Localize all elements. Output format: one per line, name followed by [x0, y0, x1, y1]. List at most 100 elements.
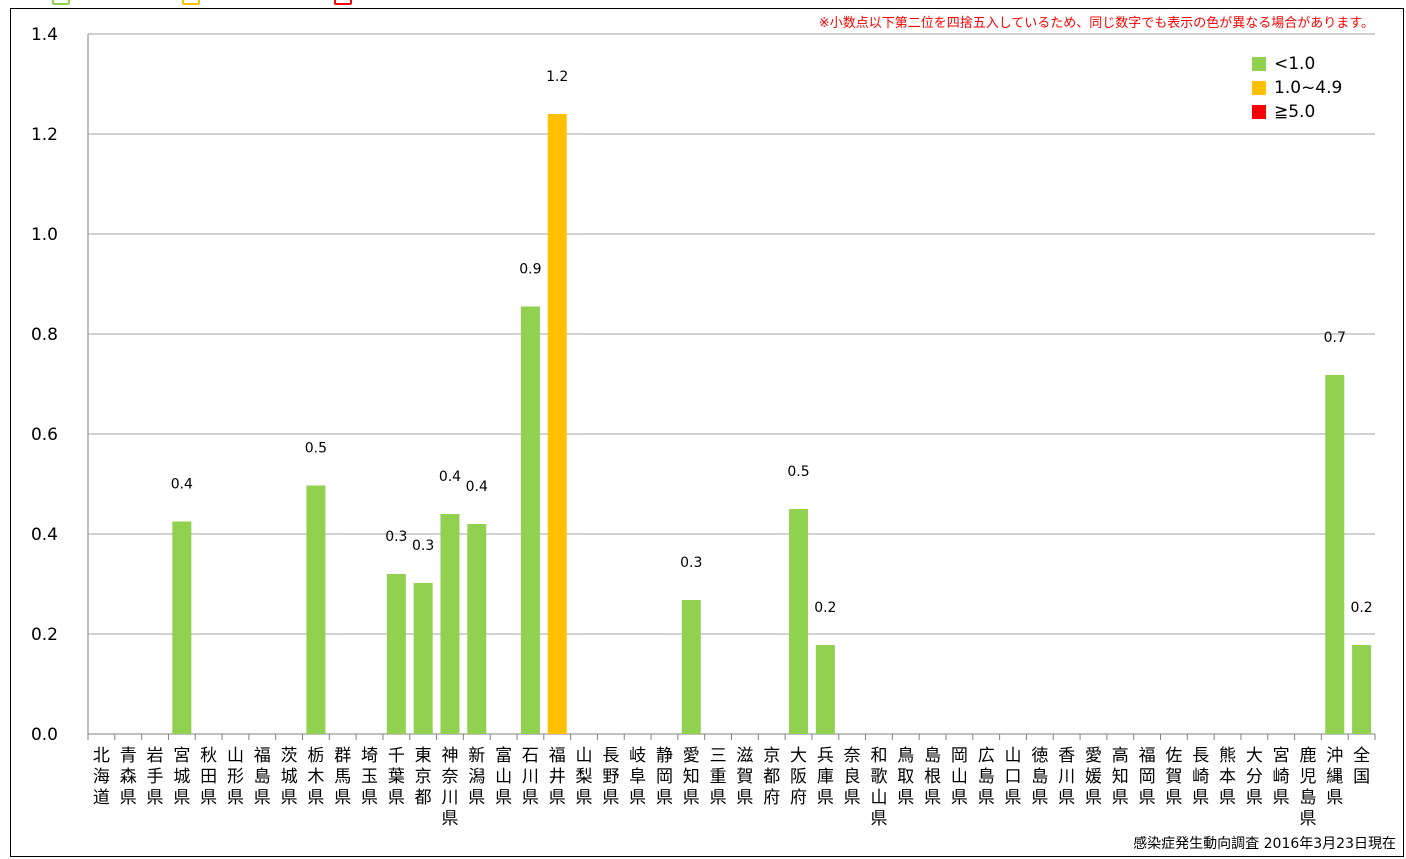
category-label: 広島県 — [978, 746, 995, 808]
data-label: 0.2 — [1350, 600, 1372, 616]
category-label: 福井県 — [549, 746, 566, 808]
y-tick-label: 0.4 — [31, 525, 58, 545]
category-label: 神奈川県 — [441, 746, 458, 829]
bar — [681, 600, 701, 734]
category-label: 長野県 — [602, 746, 619, 808]
y-tick-label: 1.2 — [31, 125, 58, 145]
category-label: 青森県 — [120, 746, 137, 808]
category-label: 福島県 — [254, 746, 271, 808]
category-label: 全国 — [1353, 746, 1370, 787]
category-label: 愛媛県 — [1085, 746, 1102, 808]
legend-label-low: <1.0 — [1274, 54, 1316, 74]
data-label: 0.2 — [814, 600, 836, 616]
category-label: 大阪府 — [790, 746, 807, 808]
bar — [815, 645, 835, 734]
bar — [1325, 375, 1345, 734]
y-tick-label: 1.0 — [31, 225, 58, 245]
data-label: 0.3 — [680, 555, 702, 571]
category-label: 島根県 — [924, 746, 941, 808]
bar — [467, 524, 487, 734]
category-label: 大分県 — [1246, 746, 1263, 808]
category-label: 高知県 — [1112, 746, 1129, 808]
data-label: 0.4 — [466, 479, 488, 495]
category-label: 鹿児島県 — [1299, 746, 1316, 829]
category-label: 群馬県 — [334, 746, 351, 808]
category-label: 千葉県 — [388, 746, 405, 808]
legend-swatch-mid — [1252, 81, 1266, 95]
category-label: 静岡県 — [656, 746, 673, 808]
category-label: 埼玉県 — [361, 746, 378, 808]
category-label: 京都府 — [763, 746, 780, 808]
data-label: 0.3 — [412, 538, 434, 554]
category-label: 岐阜県 — [629, 746, 646, 808]
category-label: 山梨県 — [576, 746, 593, 808]
category-label: 石川県 — [522, 746, 539, 808]
category-label: 熊本県 — [1219, 746, 1236, 808]
category-label: 山口県 — [1005, 746, 1022, 808]
legend-item-mid: 1.0~4.9 — [1252, 76, 1342, 100]
data-label: 0.9 — [519, 262, 541, 278]
y-tick-label: 0.0 — [31, 725, 58, 745]
category-label: 福岡県 — [1139, 746, 1156, 808]
category-label: 沖縄県 — [1326, 746, 1343, 808]
category-label: 新潟県 — [468, 746, 485, 808]
legend-swatch-low — [1252, 57, 1266, 71]
bar — [547, 114, 567, 734]
cropped-orange-marker — [182, 0, 200, 5]
cropped-red-marker — [334, 0, 352, 5]
chart-frame — [10, 8, 1404, 857]
category-label: 岡山県 — [951, 746, 968, 808]
category-label: 長崎県 — [1192, 746, 1209, 808]
category-label: 奈良県 — [844, 746, 861, 808]
category-label: 佐賀県 — [1165, 746, 1182, 808]
rounding-note: ※小数点以下第二位を四捨五入しているため、同じ数字でも表示の色が異なる場合があり… — [818, 16, 1374, 31]
data-label: 0.7 — [1324, 330, 1346, 346]
category-label: 秋田県 — [200, 746, 217, 808]
bar — [1352, 645, 1372, 734]
category-label: 栃木県 — [307, 746, 324, 808]
bar — [413, 583, 433, 734]
cropped-green-marker — [52, 0, 70, 5]
category-label: 徳島県 — [1031, 746, 1048, 808]
category-label: 愛知県 — [683, 746, 700, 808]
category-label: 兵庫県 — [817, 746, 834, 808]
category-label: 鳥取県 — [897, 746, 914, 808]
category-label: 北海道 — [93, 746, 110, 808]
category-label: 和歌山県 — [870, 746, 887, 829]
category-label: 富山県 — [495, 746, 512, 808]
category-label: 宮城県 — [173, 746, 190, 808]
data-label: 0.5 — [305, 441, 327, 457]
category-label: 滋賀県 — [736, 746, 753, 808]
bar — [440, 514, 460, 734]
legend-label-mid: 1.0~4.9 — [1274, 78, 1343, 98]
y-tick-label: 0.6 — [31, 425, 58, 445]
top-cropped-legend-stub — [0, 0, 1406, 8]
data-label: 1.2 — [546, 69, 568, 85]
bar — [386, 574, 406, 734]
legend-swatch-high — [1252, 105, 1266, 119]
category-label: 香川県 — [1058, 746, 1075, 808]
y-tick-label: 0.8 — [31, 325, 58, 345]
legend-item-high: ≧5.0 — [1252, 100, 1342, 124]
category-label: 茨城県 — [281, 746, 298, 808]
data-source: 感染症発生動向調査 2016年3月23日現在 — [1133, 836, 1396, 852]
bar — [306, 485, 326, 734]
legend-label-high: ≧5.0 — [1274, 102, 1316, 122]
bar — [789, 509, 809, 734]
category-label: 岩手県 — [147, 746, 164, 808]
y-tick-label: 1.4 — [31, 25, 58, 45]
category-label: 三重県 — [710, 746, 727, 808]
legend: <1.0 1.0~4.9 ≧5.0 — [1252, 52, 1342, 124]
legend-item-low: <1.0 — [1252, 52, 1342, 76]
category-label: 東京都 — [415, 746, 432, 808]
category-label: 山形県 — [227, 746, 244, 808]
data-label: 0.4 — [439, 469, 461, 485]
data-label: 0.5 — [787, 464, 809, 480]
bar — [172, 521, 192, 734]
data-label: 0.4 — [171, 477, 193, 493]
y-tick-label: 0.2 — [31, 625, 58, 645]
bar — [520, 306, 540, 734]
category-label: 宮崎県 — [1273, 746, 1290, 808]
data-label: 0.3 — [385, 529, 407, 545]
